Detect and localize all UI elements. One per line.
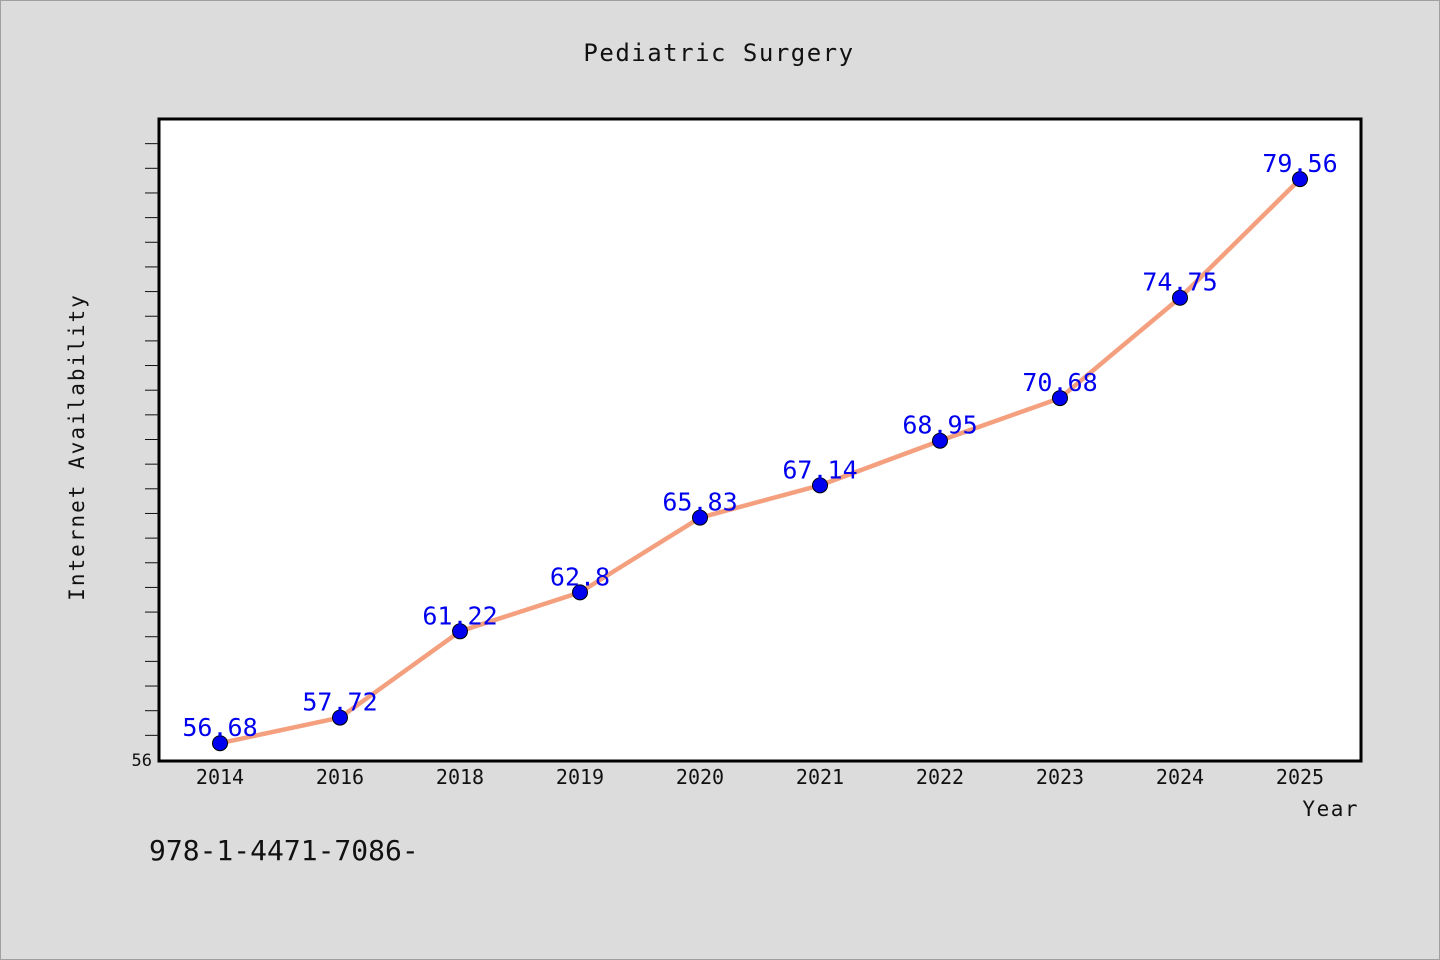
plot-area: [157, 117, 1363, 763]
x-tick-label: 2014: [196, 765, 244, 789]
y-axis-ticks: [145, 143, 159, 736]
data-point-marker: [1172, 289, 1188, 306]
data-point-marker: [572, 584, 588, 601]
data-point-marker: [452, 623, 468, 640]
data-label: 68.95: [902, 411, 977, 440]
x-tick-label: 2019: [556, 765, 604, 789]
data-label: 79.56: [1262, 149, 1337, 178]
data-label: 62.8: [550, 562, 610, 591]
x-tick-label: 2022: [916, 765, 964, 789]
data-label: 56.68: [182, 713, 257, 742]
x-axis-title: Year: [1302, 797, 1359, 821]
x-tick-label: 2018: [436, 765, 484, 789]
data-labels: 56.68 57.72 61.22 62.8 65.83 67.14 68.95 70.68 7…: [182, 149, 1337, 742]
x-tick-label: 2024: [1156, 765, 1204, 789]
x-tick-label: 2016: [316, 765, 364, 789]
data-point-marker: [1052, 390, 1068, 407]
y-tick-label-min: 56: [132, 751, 152, 771]
chart-title: Pediatric Surgery: [583, 39, 854, 67]
data-point-marker: [1292, 171, 1308, 188]
data-point-marker: [812, 477, 828, 494]
data-point-marker: [212, 735, 228, 752]
data-label: 57.72: [302, 688, 377, 717]
data-label: 65.83: [662, 488, 737, 517]
footnote-text: 978-1-4471-7086-: [149, 834, 419, 867]
data-point-marker: [932, 432, 948, 449]
x-tick-label: 2020: [676, 765, 724, 789]
x-tick-label: 2023: [1036, 765, 1084, 789]
x-tick-label: 2021: [796, 765, 844, 789]
series-markers: [212, 171, 1308, 752]
data-label: 67.14: [782, 455, 857, 484]
data-point-marker: [332, 709, 348, 726]
data-label: 61.22: [422, 601, 497, 630]
x-axis-tick-labels: 2014 2016 2018 2019 2020 2021 2022 2023 2024 2025: [196, 765, 1324, 789]
data-label: 74.75: [1142, 268, 1217, 297]
x-tick-label: 2025: [1276, 765, 1324, 789]
series-line: [217, 176, 1303, 746]
data-point-marker: [692, 509, 708, 526]
data-label: 70.68: [1022, 368, 1097, 397]
y-axis-title: Internet Availability: [65, 293, 89, 601]
